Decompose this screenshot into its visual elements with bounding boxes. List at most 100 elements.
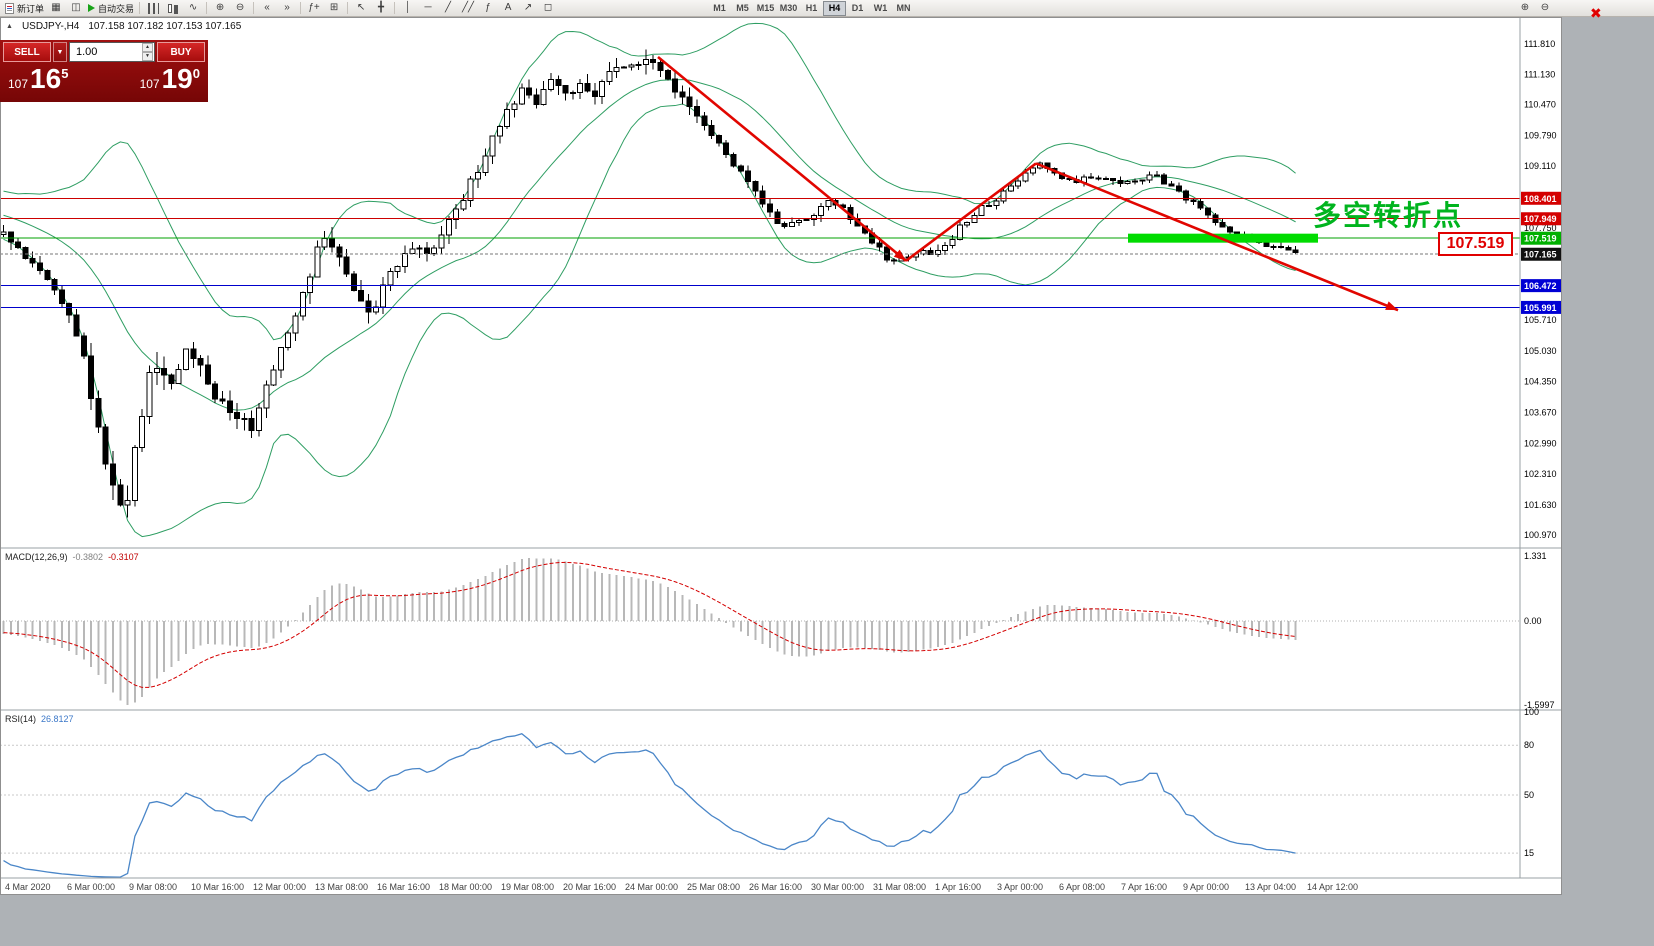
svg-text:9 Apr 00:00: 9 Apr 00:00 (1183, 882, 1229, 892)
shapes-tool-button[interactable]: ◻ (538, 1, 558, 16)
svg-text:16 Mar 16:00: 16 Mar 16:00 (377, 882, 430, 892)
horizontal-line-icon: ─ (424, 2, 432, 13)
expand-panel-icon[interactable]: ▲ (6, 23, 13, 30)
svg-text:110.470: 110.470 (1524, 100, 1556, 110)
fibonacci-icon: ƒ (485, 2, 491, 13)
svg-text:0.00: 0.00 (1524, 616, 1542, 626)
bar-chart-icon (147, 2, 159, 14)
rsi-line (3, 733, 1296, 878)
sell-price-frac: 5 (61, 66, 69, 81)
svg-text:107.165: 107.165 (1524, 250, 1557, 260)
zoom-in-icon: ⊕ (215, 2, 225, 13)
svg-text:109.790: 109.790 (1524, 130, 1557, 140)
zoom-out-button-right[interactable]: ⊖ (1535, 1, 1555, 16)
macd-main-value: -0.3802 (72, 552, 104, 562)
one-click-trading-panel: SELL ▼ ▲ ▼ BUY 107 16 5 107 (0, 40, 208, 102)
svg-text:105.991: 105.991 (1524, 303, 1557, 313)
shapes-tool-icon: ◻ (543, 2, 553, 13)
timeframe-m15[interactable]: M15 (754, 1, 777, 16)
trade-buttons-row: SELL ▼ ▲ ▼ BUY (3, 42, 205, 62)
svg-text:18 Mar 00:00: 18 Mar 00:00 (439, 882, 492, 892)
svg-text:7 Apr 16:00: 7 Apr 16:00 (1121, 882, 1167, 892)
svg-text:14 Apr 12:00: 14 Apr 12:00 (1307, 882, 1358, 892)
cursor-button[interactable]: ↖ (351, 1, 371, 16)
timeframe-m5[interactable]: M5 (731, 1, 754, 16)
volume-down-button[interactable]: ▼ (142, 52, 153, 61)
timeframe-toolbar: M1 M5 M15 M30 H1 H4 D1 W1 MN (708, 0, 915, 16)
svg-text:101.630: 101.630 (1524, 500, 1557, 510)
navigator-button[interactable]: ◫ (66, 1, 86, 16)
chart-shift-button[interactable]: « (257, 1, 277, 16)
new-order-button[interactable]: 新订单 (3, 1, 46, 16)
svg-text:31 Mar 08:00: 31 Mar 08:00 (873, 882, 926, 892)
price-callout: 107.519 (1438, 232, 1513, 256)
macd-histogram (0, 557, 1520, 705)
svg-text:26 Mar 16:00: 26 Mar 16:00 (749, 882, 802, 892)
svg-text:1.331: 1.331 (1524, 551, 1547, 561)
grid-icon: ⊞ (329, 2, 339, 13)
timeframe-h1[interactable]: H1 (800, 1, 823, 16)
text-tool-icon: A (504, 2, 512, 13)
navigator-icon: ◫ (71, 2, 81, 13)
rsi-label: RSI(14) 26.8127 (5, 714, 74, 724)
svg-text:107.750: 107.750 (1524, 223, 1557, 233)
fibonacci-button[interactable]: ƒ (478, 1, 498, 16)
candlestick-chart-button[interactable] (163, 1, 183, 16)
buy-price-pips: 19 (161, 63, 193, 94)
svg-text:102.990: 102.990 (1524, 438, 1557, 448)
bollinger-bands (3, 22, 1296, 538)
close-icon[interactable]: ✖ (1590, 5, 1602, 21)
crosshair-icon: ╋ (378, 2, 385, 13)
market-watch-button[interactable]: ▦ (46, 1, 66, 16)
trendline-button[interactable]: ╱ (438, 1, 458, 16)
timeframe-d1[interactable]: D1 (846, 1, 869, 16)
macd-axis: 1.331 0.00 -1.5997 (1524, 551, 1555, 710)
horizontal-lines (0, 197, 1520, 308)
macd-label: MACD(12,26,9) -0.3802 -0.3107 (5, 552, 139, 562)
chart-ohlc-values: 107.158 107.182 107.153 107.165 (88, 21, 242, 32)
zoom-in-button[interactable]: ⊕ (210, 1, 230, 16)
zoom-out-button[interactable]: ⊖ (230, 1, 250, 16)
channel-button[interactable]: ╱╱ (458, 1, 478, 16)
bar-chart-button[interactable] (143, 1, 163, 16)
market-watch-icon: ▦ (51, 2, 61, 13)
svg-text:107.519: 107.519 (1524, 234, 1557, 244)
timeframe-w1[interactable]: W1 (869, 1, 892, 16)
indicators-button[interactable]: ƒ+ (304, 1, 324, 16)
line-chart-button[interactable]: ∿ (183, 1, 203, 16)
chart-canvas[interactable]: 111.810 111.130 110.470 109.790 109.110 107.7… (0, 17, 1562, 895)
svg-text:104.350: 104.350 (1524, 377, 1557, 387)
auto-trading-button[interactable]: 自动交易 (86, 1, 136, 16)
volume-input[interactable] (70, 46, 154, 58)
svg-text:111.130: 111.130 (1524, 70, 1555, 80)
price-axis: 111.810 111.130 110.470 109.790 109.110 107.7… (1524, 39, 1557, 540)
text-tool-button[interactable]: A (498, 1, 518, 16)
toolbar-separator (394, 2, 396, 14)
svg-text:12 Mar 00:00: 12 Mar 00:00 (253, 882, 306, 892)
sell-button[interactable]: SELL (3, 42, 51, 62)
arrows-tool-button[interactable]: ↗ (518, 1, 538, 16)
chart-window: 111.810 111.130 110.470 109.790 109.110 107.7… (0, 17, 1562, 895)
auto-scroll-button[interactable]: » (277, 1, 297, 16)
toolbar-right-group: ⊕ ⊖ (1515, 1, 1555, 16)
timeframe-h4[interactable]: H4 (823, 0, 847, 16)
volume-dropdown-button[interactable]: ▼ (53, 42, 67, 62)
svg-text:107.949: 107.949 (1524, 214, 1557, 224)
timeframe-mn[interactable]: MN (892, 1, 915, 16)
volume-up-button[interactable]: ▲ (142, 43, 153, 52)
buy-button[interactable]: BUY (157, 42, 205, 62)
timeframe-m30[interactable]: M30 (777, 1, 800, 16)
rsi-value: 26.8127 (41, 714, 74, 724)
timeframe-m1[interactable]: M1 (708, 1, 731, 16)
svg-text:100.970: 100.970 (1524, 530, 1557, 540)
sell-price-int: 107 (8, 77, 29, 91)
vertical-line-button[interactable]: │ (398, 1, 418, 16)
macd-signal-value: -0.3107 (108, 552, 139, 562)
zoom-in-button-right[interactable]: ⊕ (1515, 1, 1535, 16)
crosshair-button[interactable]: ╋ (371, 1, 391, 16)
grid-button[interactable]: ⊞ (324, 1, 344, 16)
indicators-icon: ƒ+ (308, 2, 320, 13)
svg-text:111.810: 111.810 (1524, 39, 1555, 49)
horizontal-line-button[interactable]: ─ (418, 1, 438, 16)
